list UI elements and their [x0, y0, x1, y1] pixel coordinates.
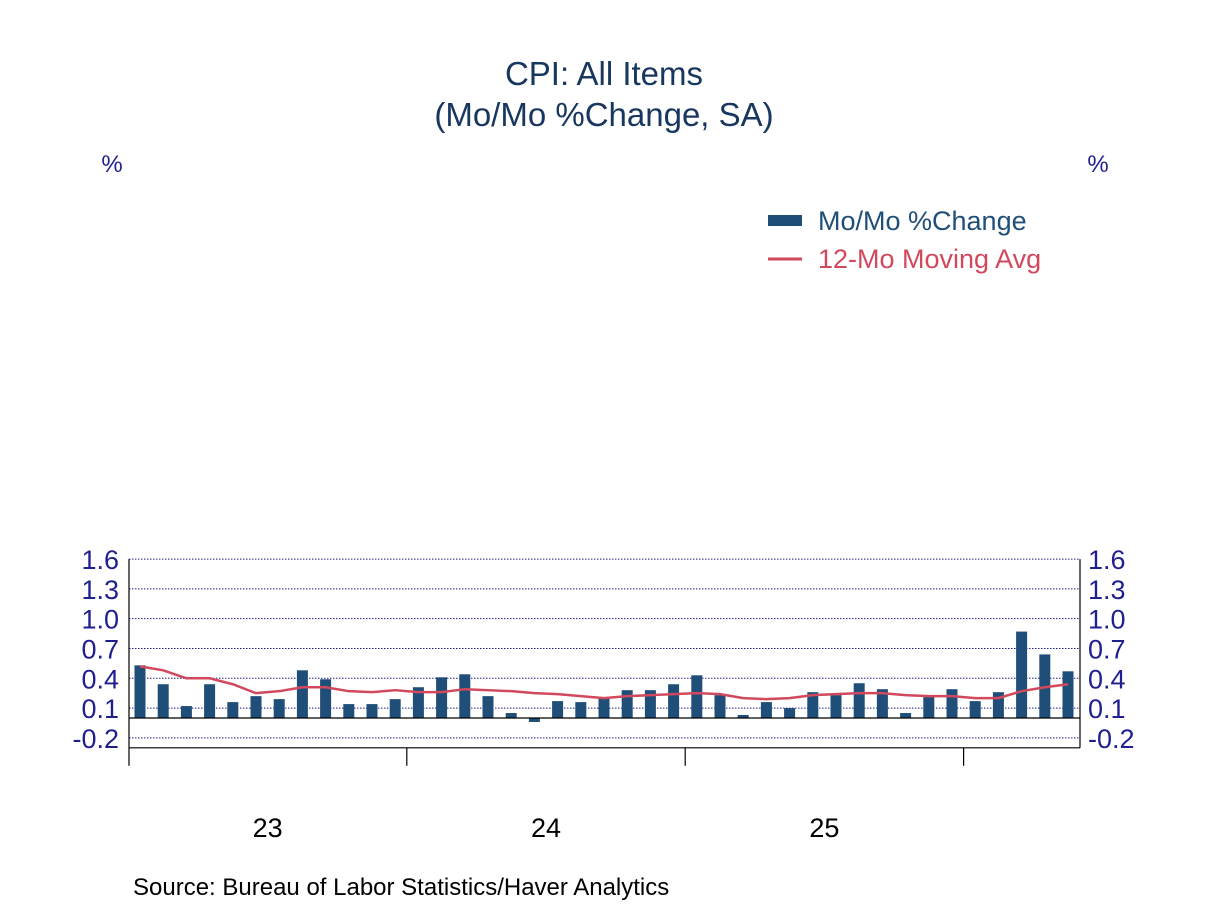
bar	[180, 706, 192, 718]
y-tick-label-left: 1.0	[81, 605, 119, 635]
bar	[900, 713, 912, 718]
bar	[621, 690, 633, 718]
bar	[157, 684, 169, 718]
y-tick-label-left: 1.3	[81, 575, 119, 605]
axes	[128, 559, 1081, 766]
bar	[366, 704, 378, 718]
bar	[250, 696, 262, 718]
chart-subtitle: (Mo/Mo %Change, SA)	[434, 96, 773, 133]
x-tick-labels: 23 24 25	[253, 813, 840, 843]
y-tick-label-right: 0.7	[1088, 634, 1126, 664]
bar	[343, 704, 355, 718]
y-tick-label-left: 1.6	[81, 545, 119, 575]
bar	[575, 702, 587, 718]
y-tick-label-left: 0.1	[81, 694, 119, 724]
bar	[668, 684, 680, 718]
chart-title: CPI: All Items	[505, 55, 703, 92]
y-tick-label-right: -0.2	[1088, 724, 1135, 754]
y-tick-label-right: 1.3	[1088, 575, 1126, 605]
moving-avg-line	[139, 665, 1069, 701]
bar	[760, 702, 772, 718]
bar	[528, 718, 540, 722]
y-tick-label-left: 0.7	[81, 634, 119, 664]
source-note: Source: Bureau of Labor Statistics/Haver…	[133, 874, 669, 901]
bar	[1062, 671, 1074, 718]
bar	[876, 689, 888, 718]
bar	[296, 670, 308, 718]
x-tick-label: 23	[253, 813, 283, 843]
bar	[714, 695, 726, 718]
bar	[227, 702, 239, 718]
bar	[273, 699, 285, 718]
x-tick-label: 24	[531, 813, 561, 843]
legend-swatch-bars	[768, 215, 802, 226]
line-series	[139, 665, 1069, 701]
bar	[598, 697, 610, 718]
y-tick-label-left: 0.4	[81, 664, 119, 694]
y-tick-label-left: -0.2	[72, 724, 119, 754]
gridlines	[129, 558, 1080, 739]
y-axis-unit-right: %	[1087, 151, 1108, 178]
bar	[946, 689, 958, 718]
bar	[830, 695, 842, 718]
legend-label-bars: Mo/Mo %Change	[818, 206, 1027, 236]
bar	[436, 677, 448, 718]
bar	[969, 701, 981, 718]
y-tick-label-right: 0.4	[1088, 664, 1126, 694]
bar	[482, 696, 494, 718]
bar	[412, 687, 424, 718]
bar	[552, 701, 564, 718]
bar	[1016, 631, 1028, 718]
bar	[923, 697, 935, 718]
y-axis-unit-left: %	[101, 151, 122, 178]
legend-label-line: 12-Mo Moving Avg	[818, 244, 1041, 274]
legend: Mo/Mo %Change 12-Mo Moving Avg	[768, 206, 1041, 274]
bar	[992, 692, 1004, 718]
y-tick-label-right: 0.1	[1088, 694, 1126, 724]
bar	[204, 684, 216, 718]
bar	[853, 683, 865, 718]
bar	[134, 665, 146, 718]
bar	[505, 713, 517, 718]
bar	[389, 699, 401, 718]
bar	[644, 690, 656, 718]
x-tick-label: 25	[809, 813, 839, 843]
bar	[784, 708, 796, 718]
y-tick-label-right: 1.6	[1088, 545, 1126, 575]
bar	[691, 675, 703, 718]
y-tick-label-right: 1.0	[1088, 605, 1126, 635]
bar	[459, 674, 471, 718]
bar	[737, 715, 749, 718]
bar	[320, 679, 332, 718]
y-tick-labels: 1.6 1.61.3 1.31.0 1.00.7 0.70.4 0.40.1 0.1-0.2…	[72, 545, 1134, 754]
bar	[807, 692, 819, 718]
bar-series	[134, 631, 1074, 722]
